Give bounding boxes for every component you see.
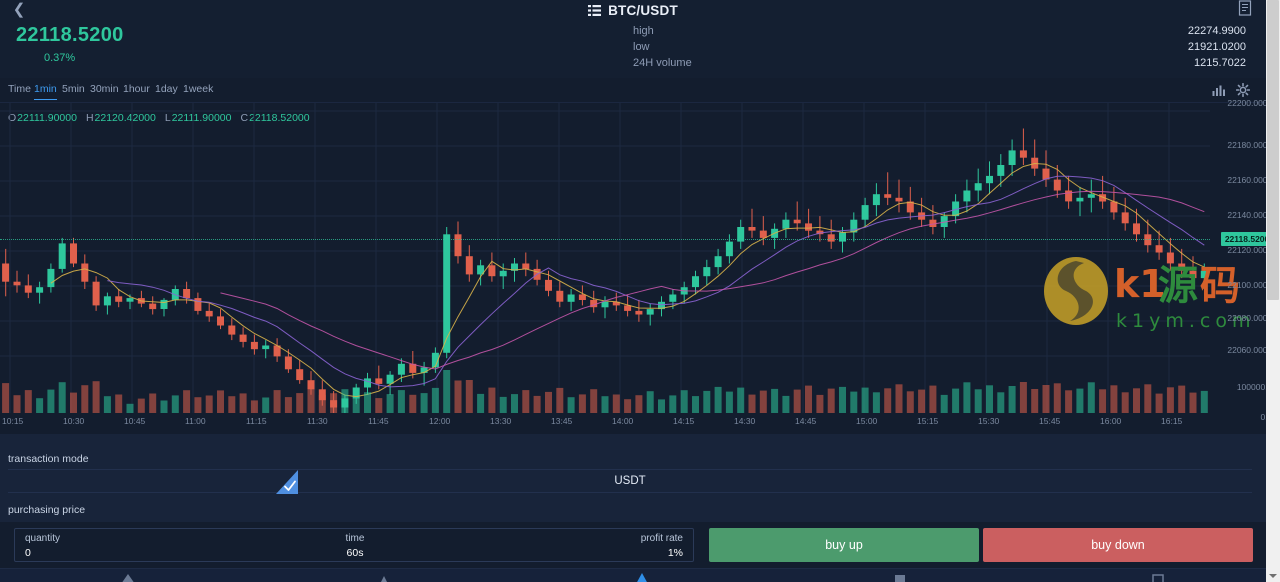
time-tick-14: 15:00 [856,416,878,426]
price-tick-5: 22100.00000 [1227,280,1277,290]
page-header: ❮ BTC/USDT 22118.5200 0.37% high low 24H… [0,0,1266,78]
tab-1hour[interactable]: 1hour [123,83,150,95]
time-tick-11: 14:15 [673,416,695,426]
check-icon [276,470,298,494]
quantity-label: quantity [25,533,61,544]
stats-labels: high low 24H volume [633,23,833,71]
current-price-line [0,239,1210,240]
buy-up-button[interactable]: buy up [709,528,979,562]
quantity-value: 0 [25,547,31,559]
tab-1min[interactable]: 1min [34,83,57,100]
time-tick-17: 15:45 [1039,416,1061,426]
stats-values: 22274.9900 21921.0200 1215.7022 [1066,23,1246,71]
time-label: time [345,533,365,544]
volume-chart [0,368,1210,413]
ohlc-key-open: O [8,112,17,124]
gear-icon[interactable] [1236,83,1250,97]
stat-value-volume: 1215.7022 [1194,57,1246,69]
tab-30min[interactable]: 30min [90,83,119,95]
time-tick-15: 15:15 [917,416,939,426]
page-title: BTC/USDT [608,2,678,18]
time-value: 60s [346,547,364,559]
time-tick-0: 10:15 [2,416,24,426]
time-tick-3: 11:00 [185,416,206,426]
buy-down-button[interactable]: buy down [983,528,1253,562]
transaction-mode-label: transaction mode [8,453,89,465]
current-price-badge: 22118.52000 [1220,232,1278,246]
wallet-icon[interactable] [890,571,910,582]
time-axis: 10:15 10:30 10:45 11:00 11:15 11:30 11:45 12:00… [0,414,1210,430]
price-tick-1: 22180.00000 [1227,140,1277,150]
volume-canvas [2,370,1208,413]
ohlc-key-close: C [240,112,249,124]
page-scrollbar[interactable] [1266,0,1280,582]
time-tick-19: 16:15 [1161,416,1183,426]
stat-label-low: low [633,41,650,53]
stat-value-low: 21921.0200 [1187,41,1246,53]
last-price: 22118.5200 [16,24,124,46]
time-tick-2: 10:45 [124,416,146,426]
ohlc-value-open: 22111.90000 [17,112,77,124]
chart-icon[interactable] [376,571,396,582]
candlestick-chart[interactable] [0,103,1210,413]
candlestick-canvas [0,103,1210,413]
price-axis: 22200.00000 22180.00000 22160.00000 2214… [1224,95,1280,422]
time-tick-1: 10:30 [63,416,85,426]
ohlc-readout: O22111.90000 H22120.42000 L22111.90000 C… [8,111,310,125]
tab-1day[interactable]: 1day [155,83,178,95]
time-tick-12: 14:30 [734,416,756,426]
vertical-scroll-thumb[interactable] [1267,0,1279,300]
tab-5min[interactable]: 5min [62,83,85,95]
time-tick-8: 13:30 [490,416,512,426]
stat-label-volume: 24H volume [633,57,692,69]
time-tick-13: 14:45 [795,416,817,426]
profit-rate-label: profit rate [640,533,683,544]
back-icon[interactable]: ❮ [12,1,26,18]
price-tick-3: 22140.00000 [1227,210,1277,220]
time-tick-9: 13:45 [551,416,573,426]
time-tick-7: 12:00 [429,416,451,426]
bottom-navigation [0,568,1266,582]
ohlc-value-high: 22120.42000 [94,112,156,124]
price-tick-4: 22120.00000 [1227,245,1277,255]
stat-label-high: high [633,25,654,37]
order-form: transaction mode USDT purchasing price [0,434,1266,522]
trade-icon[interactable] [632,571,652,582]
transaction-mode-select[interactable]: USDT [8,469,1252,494]
price-tick-0: 22200.00000 [1227,98,1277,108]
ohlc-value-close: 22118.52000 [249,112,310,124]
tab-1week[interactable]: 1week [183,83,214,95]
ohlc-key-high: H [85,112,94,124]
transaction-mode-value: USDT [614,475,646,487]
time-tick-16: 15:30 [978,416,1000,426]
ohlc-value-low: 22111.90000 [171,112,232,124]
order-summary-box[interactable]: quantity 0 time 60s profit rate 1% [14,528,694,562]
change-percent: 0.37% [44,52,76,64]
ohlc-key-low: L [164,112,171,124]
price-tick-6: 22080.00000 [1227,313,1277,323]
order-action-bar: quantity 0 time 60s profit rate 1% buy u… [0,522,1266,568]
document-icon[interactable] [1238,0,1252,16]
user-icon[interactable] [1148,571,1168,582]
scroll-down-arrow-icon[interactable] [1267,570,1279,581]
time-tick-6: 11:45 [368,416,389,426]
price-tick-7: 22060.00000 [1227,345,1277,355]
home-icon[interactable] [118,571,138,582]
stat-value-high: 22274.9900 [1187,25,1246,37]
price-tick-2: 22160.00000 [1227,175,1277,185]
volume-tick-0: 100000.00 [1236,382,1277,392]
timeframe-bar: Time 1min 5min 30min 1hour 1day 1week [0,78,1266,103]
time-tick-18: 16:00 [1100,416,1122,426]
list-icon[interactable] [588,4,602,16]
purchasing-price-label: purchasing price [8,504,86,516]
tab-time[interactable]: Time [8,83,31,95]
profit-rate-value: 1% [667,547,683,559]
time-tick-10: 14:00 [612,416,634,426]
time-tick-4: 11:15 [246,416,267,426]
bar-chart-icon[interactable] [1212,84,1226,97]
time-tick-5: 11:30 [307,416,328,426]
header-title-group: BTC/USDT [0,0,1266,20]
